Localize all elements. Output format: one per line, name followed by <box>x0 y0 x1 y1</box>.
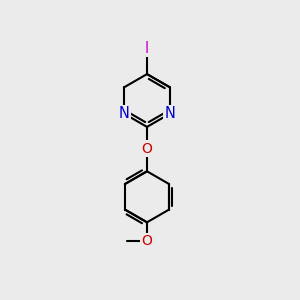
Text: O: O <box>142 234 152 248</box>
Text: N: N <box>164 106 175 121</box>
Text: I: I <box>145 41 149 56</box>
Text: N: N <box>119 106 130 121</box>
Text: O: O <box>142 142 152 155</box>
